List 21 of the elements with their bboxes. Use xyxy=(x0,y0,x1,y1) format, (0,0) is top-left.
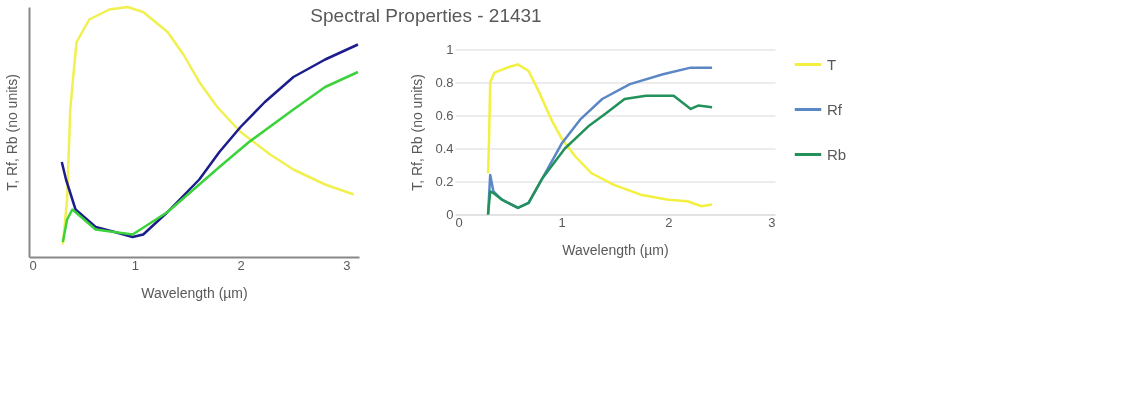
y-tick-label: 0.2 xyxy=(435,174,454,189)
x-tick-label: 0 xyxy=(29,257,37,273)
x-tick-label: 1 xyxy=(131,257,139,273)
x-tick-label: 2 xyxy=(665,215,673,230)
line-series xyxy=(486,94,714,216)
y-tick-label: 0.8 xyxy=(435,75,454,90)
y-tick-label: 0.4 xyxy=(435,141,454,156)
x-axis-title: Wavelength (µm) xyxy=(562,242,669,258)
x-tick-label: 1 xyxy=(558,215,566,230)
x-tick-label: 2 xyxy=(237,257,245,273)
text: Spectral Properties - 21431 xyxy=(310,4,542,26)
y-tick-label: 0.6 xyxy=(435,108,454,123)
legend-label: Rb xyxy=(827,145,847,163)
x-tick-label: 3 xyxy=(768,215,776,230)
legend-label: Rf xyxy=(827,100,843,118)
x-tick-label: 3 xyxy=(343,257,351,273)
y-axis-title: T, Rf, Rb (no units) xyxy=(3,74,20,191)
y-axis-title: T, Rf, Rb (no units) xyxy=(409,74,426,191)
legend-label: T xyxy=(827,55,837,73)
x-axis-title: Wavelength (µm) xyxy=(141,284,248,301)
y-tick-label: 1 xyxy=(446,42,454,57)
